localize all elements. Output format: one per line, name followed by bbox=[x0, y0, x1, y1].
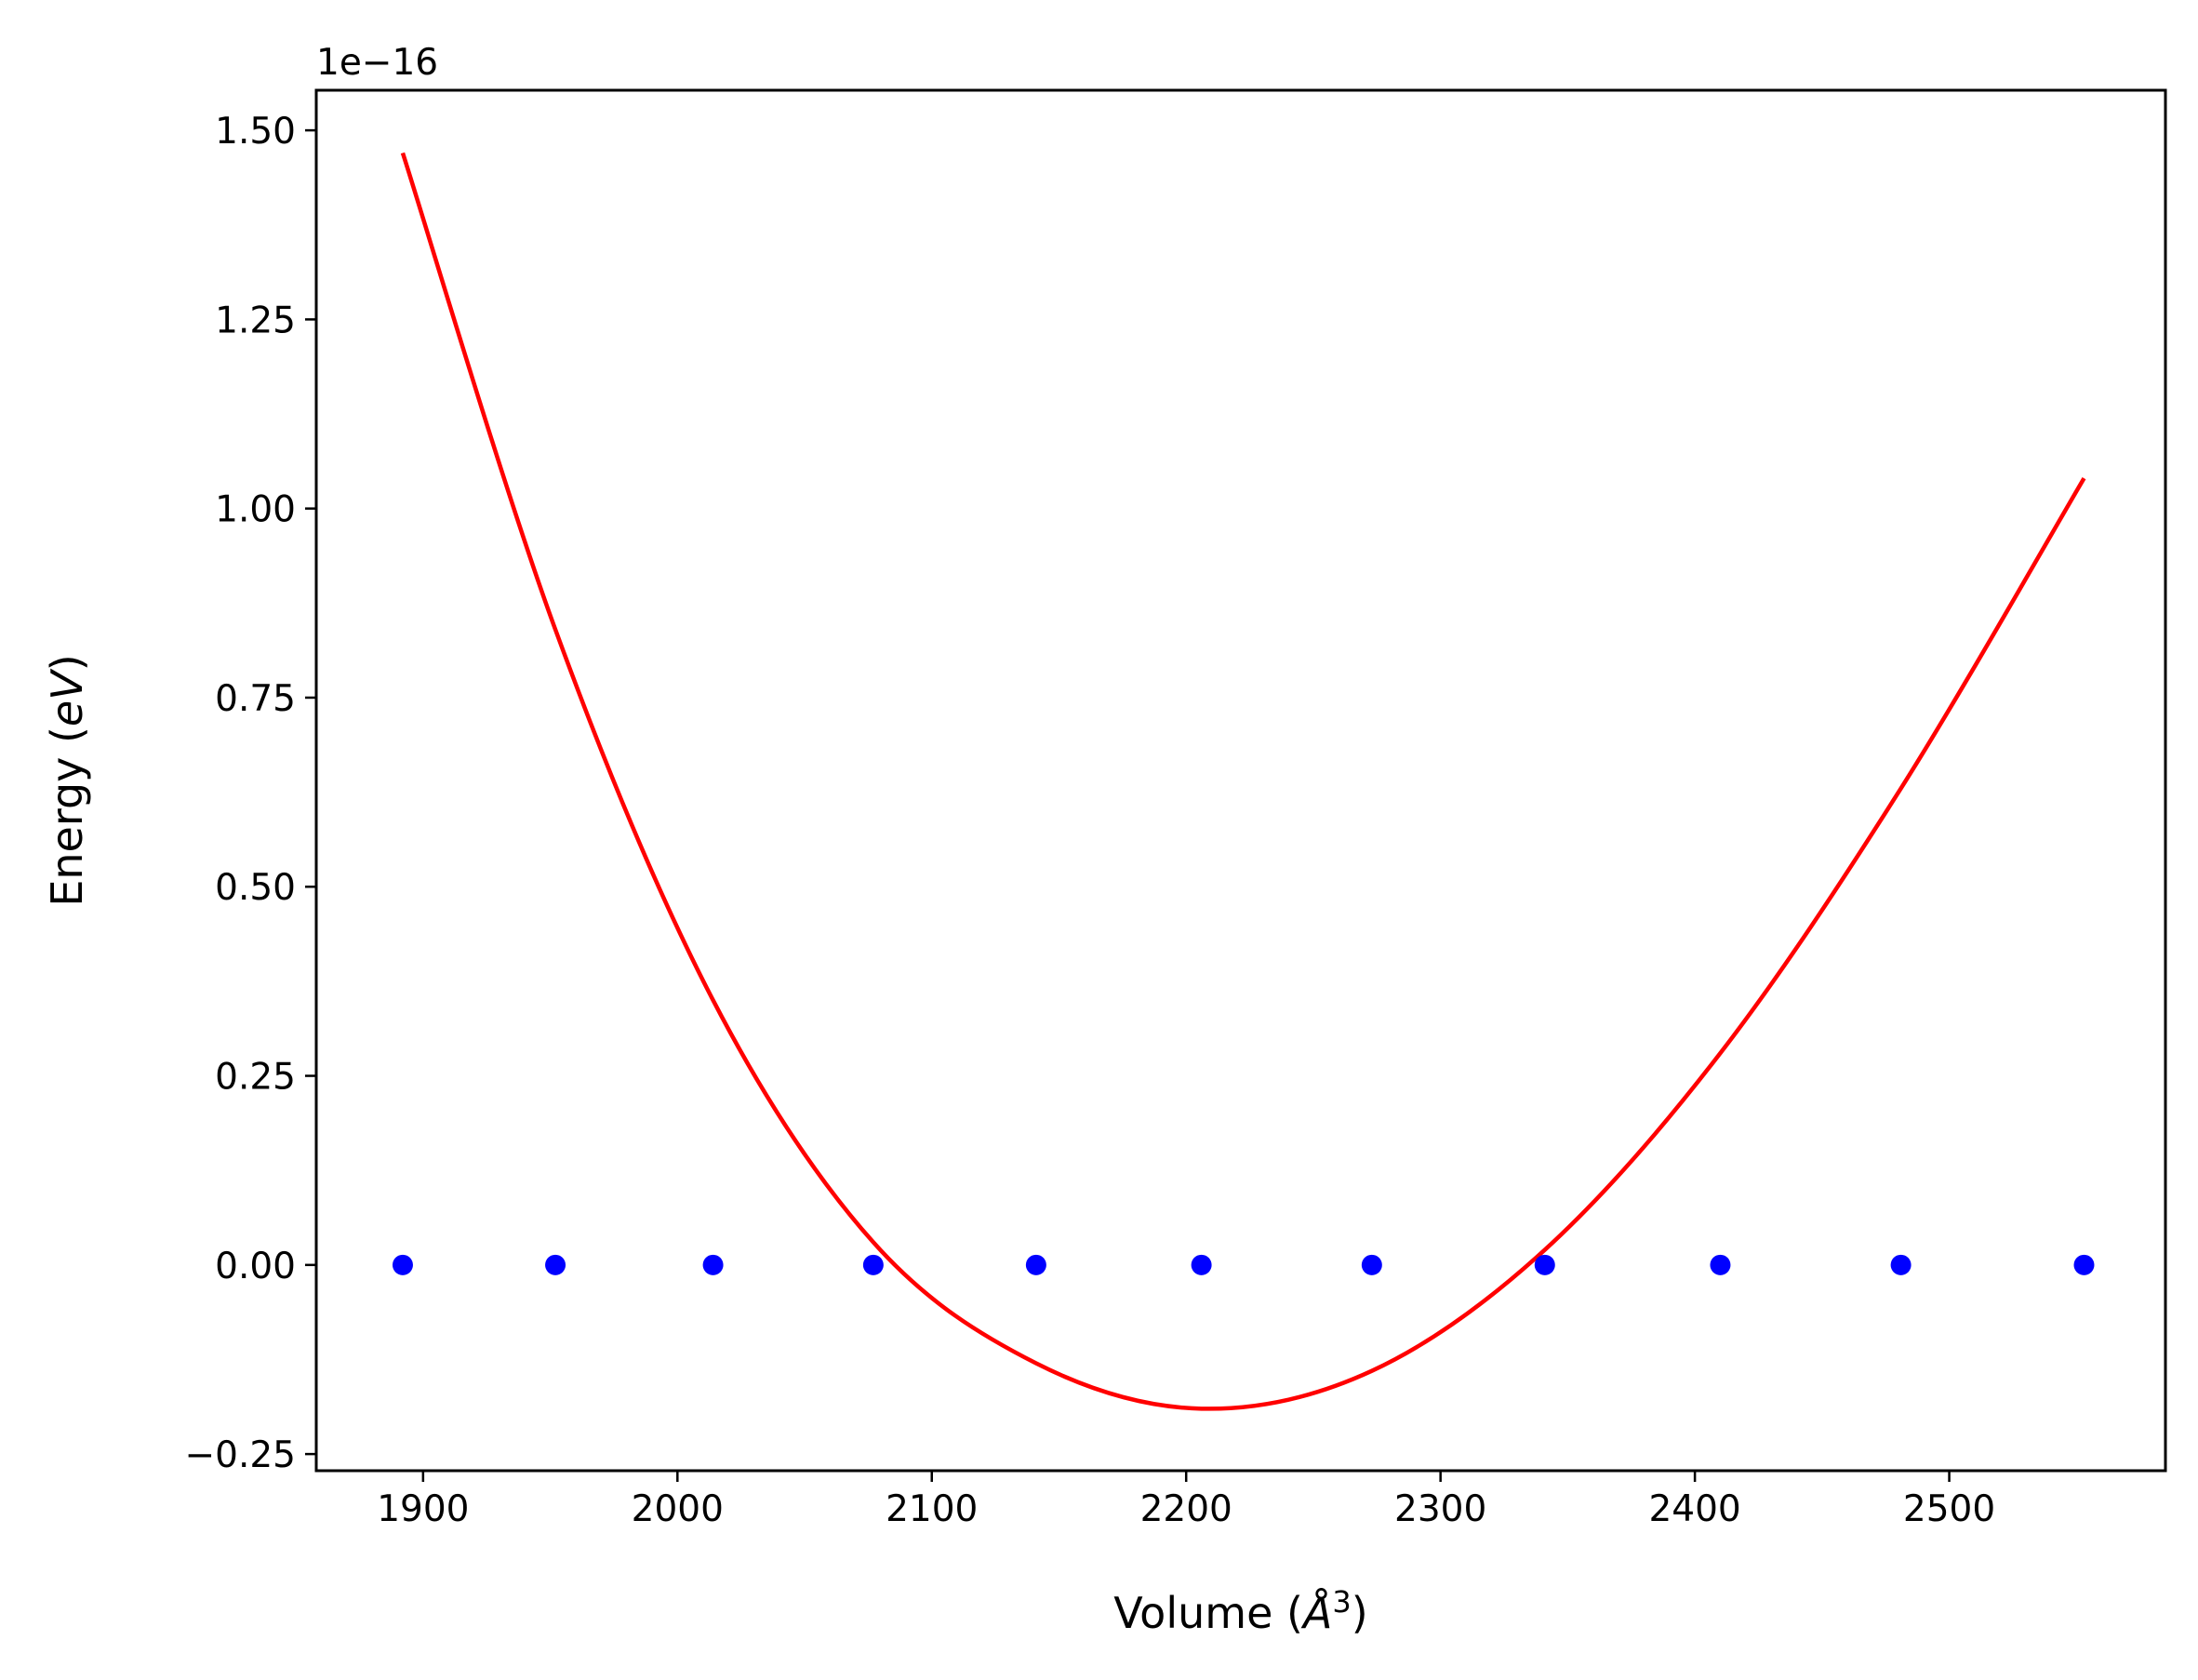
y-tick-label: 1.25 bbox=[215, 300, 296, 341]
y-axis-label: Energy (eV) bbox=[42, 654, 92, 906]
y-tick-label: −0.25 bbox=[184, 1434, 296, 1476]
y-tick-label: 1.50 bbox=[215, 111, 296, 153]
y-tick-label: 0.00 bbox=[215, 1246, 296, 1287]
x-tick-label: 2000 bbox=[632, 1488, 724, 1530]
y-axis: −0.25 0.00 0.25 0.50 0.75 1.00 1.25 1.50 bbox=[184, 111, 316, 1476]
data-point bbox=[1890, 1254, 1912, 1275]
data-point bbox=[862, 1254, 884, 1275]
x-tick-label: 2400 bbox=[1648, 1488, 1740, 1530]
x-tick-label: 2100 bbox=[886, 1488, 978, 1530]
data-point bbox=[1361, 1254, 1382, 1275]
data-point bbox=[392, 1254, 413, 1275]
data-point bbox=[1025, 1254, 1046, 1275]
y-offset-label: 1e−16 bbox=[316, 42, 438, 84]
plot-area bbox=[392, 152, 2095, 1411]
fit-curve bbox=[400, 152, 2086, 1411]
x-tick-label: 2300 bbox=[1394, 1488, 1486, 1530]
data-point bbox=[1710, 1254, 1731, 1275]
data-point bbox=[702, 1254, 724, 1275]
y-tick-label: 0.25 bbox=[215, 1057, 296, 1099]
y-tick-label: 0.50 bbox=[215, 867, 296, 909]
y-tick-label: 0.75 bbox=[215, 678, 296, 720]
data-point bbox=[1534, 1254, 1555, 1275]
x-axis-label: Volume (Å3) bbox=[1113, 1584, 1367, 1638]
data-point bbox=[2073, 1254, 2095, 1275]
x-axis: 1900 2000 2100 2200 2300 2400 2500 bbox=[377, 1471, 1995, 1530]
y-tick-label: 1.00 bbox=[215, 489, 296, 531]
data-point bbox=[545, 1254, 566, 1275]
x-tick-label: 1900 bbox=[377, 1488, 469, 1530]
x-tick-label: 2200 bbox=[1140, 1488, 1232, 1530]
axes-frame bbox=[314, 88, 2167, 1473]
x-tick-label: 2500 bbox=[1903, 1488, 1995, 1530]
data-point bbox=[1191, 1254, 1212, 1275]
